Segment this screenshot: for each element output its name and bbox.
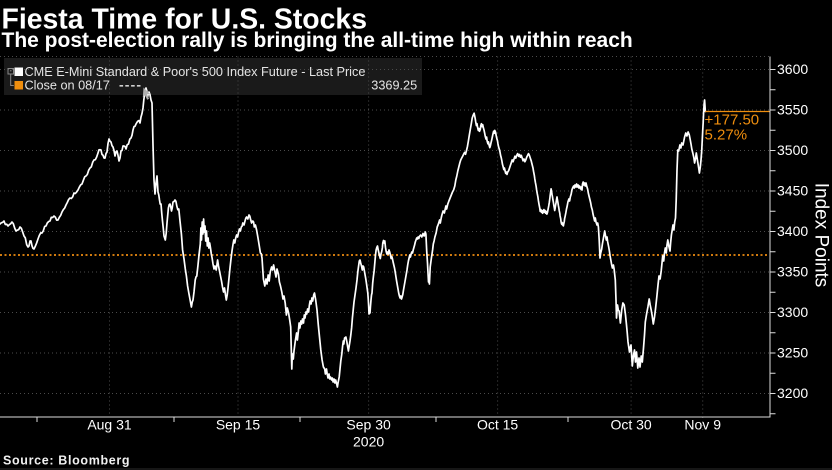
svg-text:3550: 3550 [777, 102, 808, 118]
svg-text:Close on 08/17: Close on 08/17 [25, 78, 110, 92]
svg-text:3400: 3400 [777, 223, 808, 239]
svg-text:Oct 30: Oct 30 [610, 416, 651, 432]
svg-text:3450: 3450 [777, 183, 808, 199]
svg-text:The post-election rally is bri: The post-election rally is bringing the … [2, 29, 633, 52]
svg-text:Source: Bloomberg: Source: Bloomberg [3, 454, 130, 468]
svg-text:3369.25: 3369.25 [371, 78, 417, 92]
svg-text:3200: 3200 [777, 385, 808, 401]
svg-text:2020: 2020 [353, 434, 384, 450]
svg-text:Aug 31: Aug 31 [87, 416, 132, 432]
svg-text:5.27%: 5.27% [705, 127, 748, 144]
svg-text:Fiesta Time for U.S. Stocks: Fiesta Time for U.S. Stocks [2, 4, 368, 36]
svg-text:+177.50: +177.50 [705, 112, 760, 129]
svg-text:3300: 3300 [777, 304, 808, 320]
svg-text:Sep 30: Sep 30 [346, 416, 391, 432]
svg-text:3500: 3500 [777, 142, 808, 158]
svg-text:CME E-Mini Standard & Poor's 5: CME E-Mini Standard & Poor's 500 Index F… [25, 65, 366, 79]
svg-text:Sep 15: Sep 15 [216, 416, 261, 432]
svg-text:Nov 9: Nov 9 [684, 416, 721, 432]
svg-text:3600: 3600 [777, 61, 808, 77]
svg-text:3250: 3250 [777, 345, 808, 361]
svg-text:Index Points: Index Points [811, 183, 832, 288]
svg-text:3350: 3350 [777, 264, 808, 280]
svg-text:Oct 15: Oct 15 [477, 416, 518, 432]
